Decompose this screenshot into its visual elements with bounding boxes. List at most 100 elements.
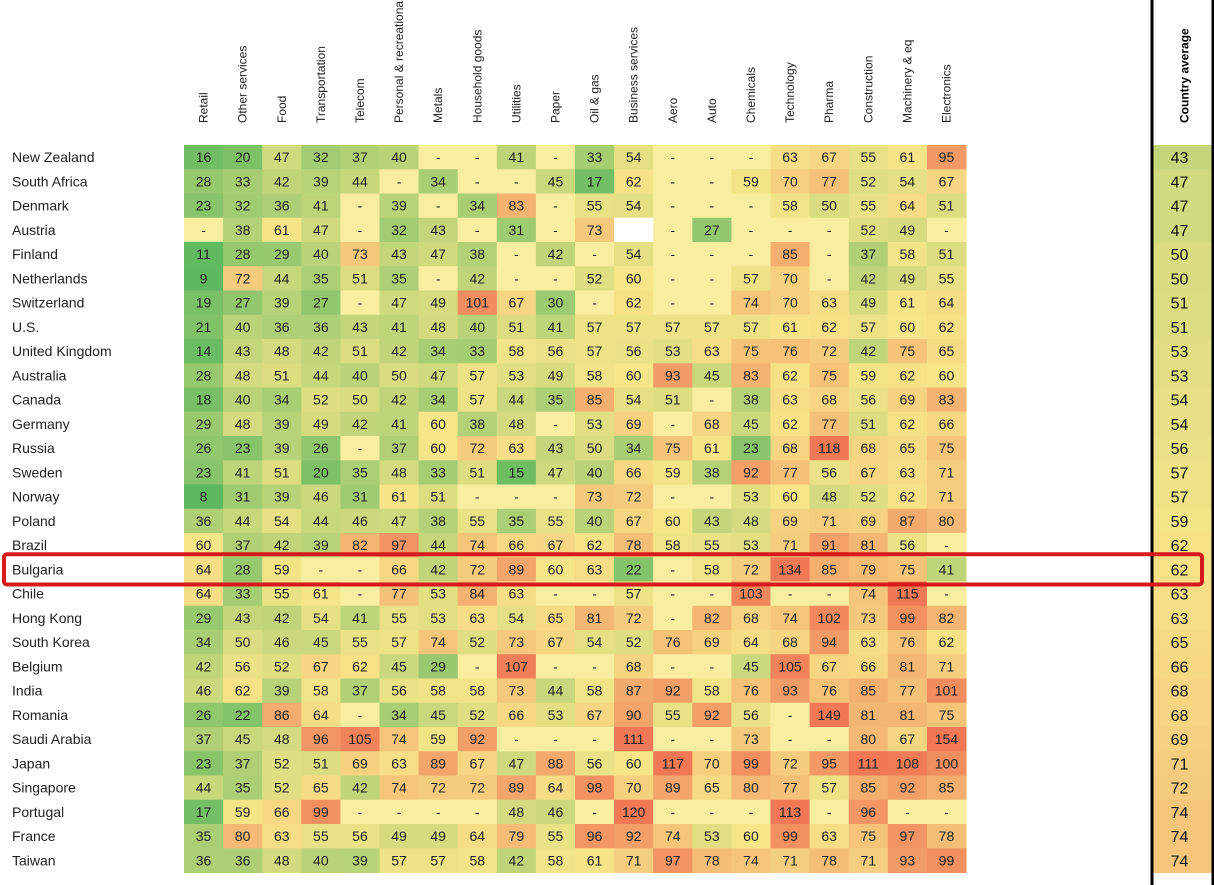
heatmap-cell [848, 605, 889, 631]
heatmap-cell [262, 290, 302, 316]
heatmap-cell [301, 751, 341, 776]
cell-value: 71 [939, 658, 955, 674]
heatmap-cell [379, 702, 420, 728]
average-cell [1153, 702, 1214, 728]
cell-value: 78 [939, 828, 955, 844]
cell-value: 60 [626, 755, 642, 771]
heatmap-cell [731, 630, 771, 655]
cell-value: 40 [352, 367, 368, 383]
heatmap-cell [340, 363, 380, 388]
cell-value: - [749, 246, 754, 262]
cell-value: 17 [196, 804, 212, 820]
cell-value: 57 [665, 319, 681, 335]
cell-value: 54 [626, 198, 642, 214]
cell-value: 42 [391, 343, 407, 359]
average-value: 47 [1171, 223, 1189, 240]
row-label: Finland [12, 246, 58, 262]
heatmap-cell [379, 242, 420, 267]
cell-value: 56 [587, 755, 603, 771]
heatmap-cell [535, 824, 576, 849]
cell-value: 80 [743, 780, 759, 796]
heatmap-cell [340, 630, 380, 655]
cell-value: 134 [778, 561, 802, 577]
cell-value: 52 [274, 780, 290, 796]
average-cell [1153, 848, 1214, 873]
cell-value: 97 [900, 828, 916, 844]
heatmap-cell [418, 751, 459, 776]
cell-value: 41 [548, 319, 564, 335]
heatmap-cell [614, 460, 654, 485]
column-header: Metals [431, 88, 445, 123]
cell-value: - [749, 198, 754, 214]
heatmap-cell [926, 702, 967, 728]
cell-value: - [475, 149, 480, 165]
cell-value: 36 [196, 852, 212, 868]
cell-value: 42 [469, 270, 485, 286]
heatmap-cell [184, 727, 224, 752]
cell-value: 58 [704, 561, 720, 577]
cell-value: 50 [391, 367, 407, 383]
cell-value: - [475, 489, 480, 505]
heatmap-cell [184, 290, 224, 316]
average-value: 62 [1171, 538, 1189, 555]
heatmap-cell [301, 217, 341, 243]
cell-value: 120 [622, 804, 646, 820]
cell-value: 39 [313, 537, 329, 553]
heatmap-cell [418, 824, 459, 849]
cell-value: 47 [548, 464, 564, 480]
heatmap-cell [614, 702, 654, 728]
heatmap-cell [614, 799, 654, 825]
cell-value: - [436, 804, 441, 820]
average-value: 53 [1171, 344, 1189, 361]
cell-value: 118 [818, 440, 841, 456]
cell-value: 23 [196, 755, 212, 771]
heatmap-cell [692, 848, 732, 873]
heatmap-cell [301, 411, 341, 437]
heatmap-cell [731, 460, 771, 485]
cell-value: 68 [782, 634, 798, 650]
cell-value: 86 [274, 707, 290, 723]
heatmap-cell [926, 266, 967, 291]
heatmap-cell [418, 242, 459, 267]
heatmap-cell [848, 145, 889, 170]
average-value: 59 [1171, 514, 1189, 531]
heatmap-cell [770, 266, 811, 291]
heatmap-cell [692, 727, 732, 752]
heatmap-cell [457, 169, 498, 194]
average-value: 50 [1171, 247, 1189, 264]
heatmap-cell [262, 387, 302, 413]
cell-value: 36 [235, 852, 251, 868]
cell-value: 62 [626, 173, 642, 189]
cell-value: 74 [860, 586, 876, 602]
column-header: Construction [861, 56, 875, 123]
heatmap-cell [809, 436, 850, 461]
cell-value: - [749, 804, 754, 820]
cell-value: 50 [352, 392, 368, 408]
cell-value: - [592, 295, 597, 311]
heatmap-cell [653, 436, 693, 461]
cell-value: 55 [352, 634, 368, 650]
heatmap-cell [809, 266, 850, 291]
heatmap-cell [731, 799, 771, 825]
cell-value: 49 [391, 828, 407, 844]
heatmap-cell [653, 702, 693, 728]
average-value: 56 [1171, 441, 1189, 458]
heatmap-cell [809, 411, 850, 437]
heatmap-cell [770, 145, 811, 170]
cell-value: 42 [196, 658, 212, 674]
heatmap-cell [731, 411, 771, 437]
heatmap-cell [340, 484, 380, 510]
heatmap-cell [887, 678, 928, 704]
cell-value: 27 [235, 295, 251, 311]
cell-value: - [397, 804, 402, 820]
cell-value: 81 [860, 537, 876, 553]
cell-value: 47 [274, 149, 290, 165]
heatmap-cell [653, 193, 693, 219]
heatmap-cell [184, 339, 224, 364]
cell-value: 35 [235, 780, 251, 796]
cell-value: 92 [704, 707, 720, 723]
heatmap-cell [887, 169, 928, 194]
cell-value: - [749, 222, 754, 238]
heatmap-cell [418, 314, 459, 340]
heatmap-cell [575, 484, 615, 510]
